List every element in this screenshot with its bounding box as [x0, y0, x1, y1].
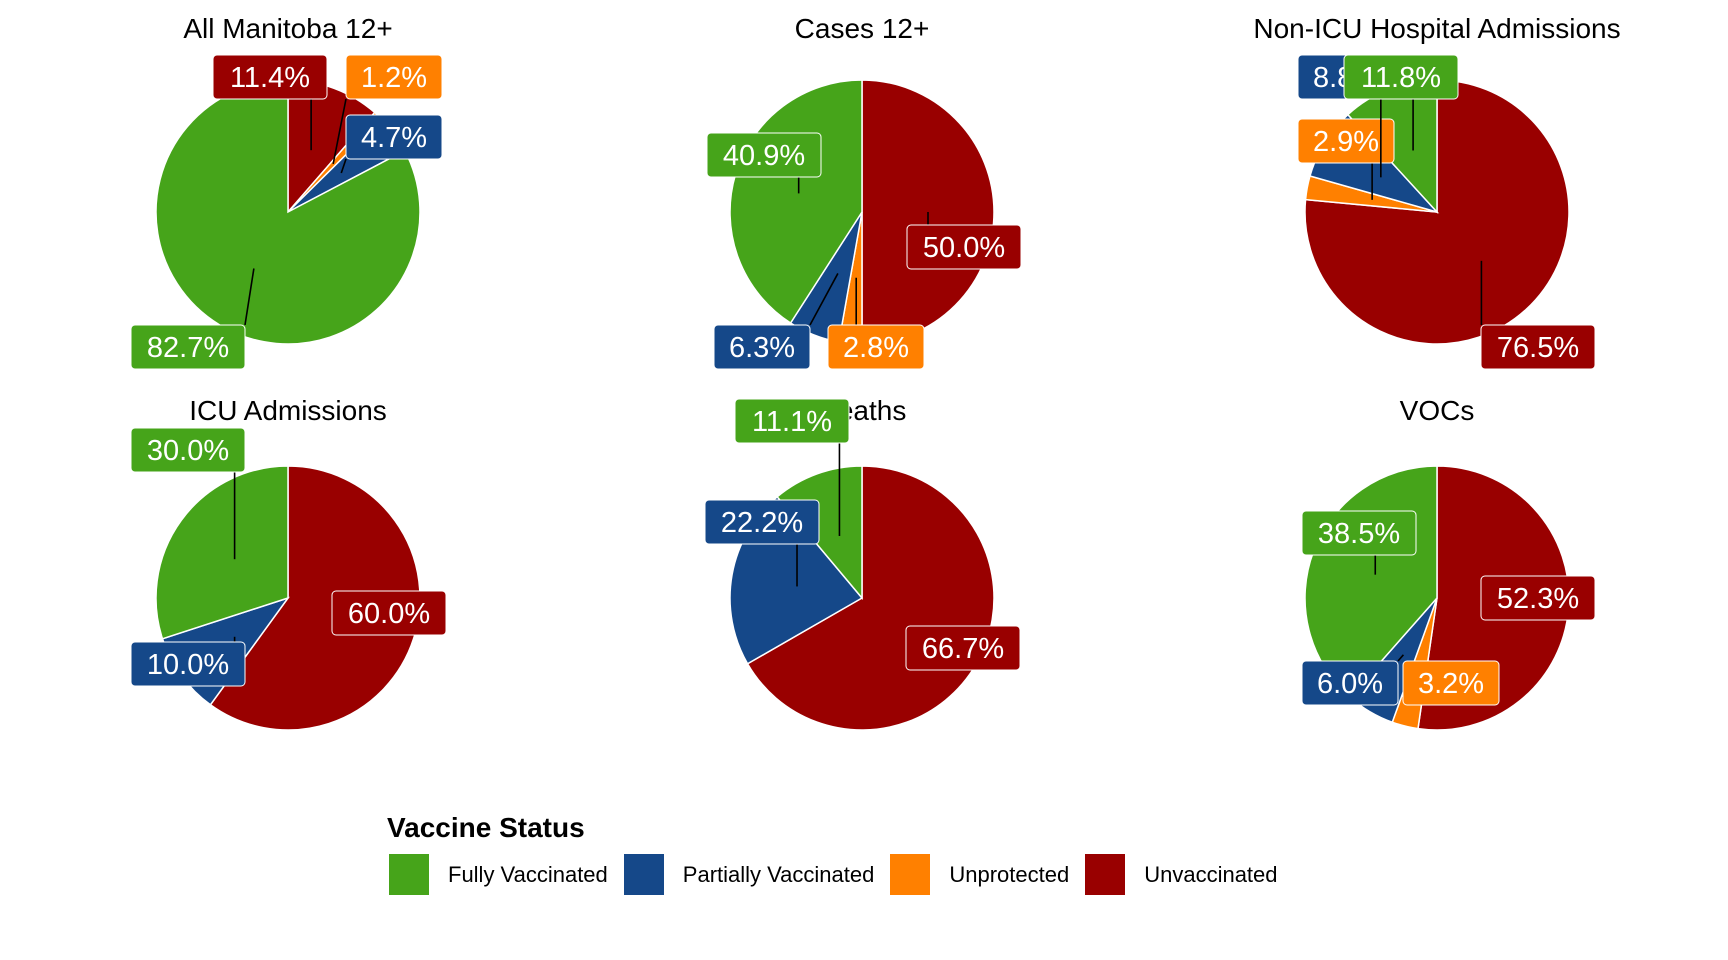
label-text: 1.2%: [361, 62, 427, 94]
label-text: 82.7%: [147, 332, 229, 364]
label-text: 66.7%: [922, 633, 1004, 665]
label-box: [345, 114, 443, 160]
label-box: [130, 641, 246, 687]
label-box: [345, 54, 443, 100]
label-text: 40.9%: [723, 140, 805, 172]
label-text: 10.0%: [147, 649, 229, 681]
data-label-partially-vaccinated: 6.0%: [1301, 654, 1405, 706]
label-text: 4.7%: [361, 122, 427, 154]
pie-slice-fully-vaccinated: [776, 465, 863, 601]
pie-slice-unvaccinated: [209, 465, 421, 731]
label-text: 76.5%: [1497, 332, 1579, 364]
data-label-fully-vaccinated: 11.1%: [734, 398, 850, 536]
panel-title: All Manitoba 12+: [183, 13, 392, 44]
data-label-unvaccinated: 50.0%: [906, 212, 1022, 270]
label-text: 60.0%: [348, 598, 430, 630]
label-box: [1343, 54, 1459, 100]
leader-line: [340, 158, 347, 174]
label-text: 6.3%: [729, 332, 795, 364]
data-label-partially-vaccinated: 10.0%: [130, 636, 246, 687]
legend: Vaccine Status Fully Vaccinated Partiall…: [387, 812, 1292, 895]
label-text: 22.2%: [721, 507, 803, 539]
label-text: 50.0%: [923, 232, 1005, 264]
label-box: [331, 590, 447, 636]
label-text: 2.9%: [1313, 126, 1379, 158]
label-box: [734, 398, 850, 444]
label-box: [713, 324, 811, 370]
leader-line: [244, 268, 255, 326]
legend-item-unprotected: Unprotected: [888, 854, 1069, 895]
leader-line: [809, 273, 839, 326]
label-box: [706, 132, 822, 178]
legend-items: Fully Vaccinated Partially Vaccinated Un…: [387, 854, 1292, 895]
legend-item-unvaccinated: Unvaccinated: [1083, 854, 1278, 895]
label-box: [1297, 118, 1395, 164]
legend-item-fully-vaccinated: Fully Vaccinated: [387, 854, 608, 895]
data-label-unvaccinated: 60.0%: [331, 590, 447, 636]
label-box: [130, 324, 246, 370]
label-text: 11.8%: [1361, 62, 1441, 94]
legend-key-fully-vaccinated: [389, 854, 429, 895]
legend-key-unvaccinated: [1085, 854, 1126, 895]
label-box: [1480, 324, 1596, 370]
panel-title: ICU Admissions: [189, 395, 387, 426]
label-box: [1402, 660, 1500, 706]
label-box: [827, 324, 925, 370]
data-label-unvaccinated: 11.4%: [212, 54, 328, 151]
label-text: 38.5%: [1318, 518, 1400, 550]
leader-line: [332, 98, 347, 165]
label-text: 11.4%: [230, 62, 310, 94]
pie-slice-fully-vaccinated: [155, 465, 289, 640]
label-box: [1301, 510, 1417, 556]
data-label-unvaccinated: 52.3%: [1480, 575, 1596, 621]
legend-label: Fully Vaccinated: [448, 861, 608, 887]
legend-title: Vaccine Status: [387, 812, 585, 843]
label-text: 2.8%: [843, 332, 909, 364]
label-box: [1301, 660, 1399, 706]
data-label-partially-vaccinated: 22.2%: [704, 499, 820, 587]
legend-key-unprotected: [890, 854, 931, 895]
data-label-unvaccinated: 76.5%: [1480, 260, 1596, 370]
data-label-unprotected: 2.9%: [1297, 118, 1395, 200]
legend-label: Partially Vaccinated: [682, 861, 875, 887]
label-box: [130, 427, 246, 473]
panel-title: VOCs: [1400, 395, 1475, 426]
label-box: [704, 499, 820, 545]
panel-title: Cases 12+: [795, 13, 930, 44]
data-label-fully-vaccinated: 11.8%: [1343, 54, 1459, 151]
data-label-partially-vaccinated: 4.7%: [340, 114, 443, 174]
label-text: 11.1%: [752, 406, 832, 438]
label-text: 30.0%: [147, 435, 229, 467]
pie-panel-non-icu-hospital-admissions: Non-ICU Hospital Admissions76.5%2.9%8.8%…: [1253, 13, 1621, 370]
label-box: [906, 224, 1022, 270]
legend-label: Unprotected: [949, 861, 1070, 887]
data-label-fully-vaccinated: 30.0%: [130, 427, 246, 560]
data-label-fully-vaccinated: 82.7%: [130, 268, 255, 370]
label-box: [1480, 575, 1596, 621]
label-box: [905, 625, 1021, 671]
label-text: 6.0%: [1317, 668, 1383, 700]
data-label-partially-vaccinated: 6.3%: [713, 273, 839, 370]
pie-panel-cases-12: Cases 12+ 50.0% 2.8% 6.3% 40.9%: [706, 13, 1022, 370]
legend-label: Unvaccinated: [1144, 861, 1278, 887]
data-label-fully-vaccinated: 40.9%: [706, 132, 822, 194]
pie-panel-vocs: VOCs 52.3% 3.2% 6.0% 38.5%: [1301, 395, 1596, 731]
panel-title: Non-ICU Hospital Admissions: [1253, 13, 1620, 44]
label-text: 3.2%: [1418, 668, 1484, 700]
label-text: 52.3%: [1497, 583, 1579, 615]
pie-panel-all-manitoba-12: All Manitoba 12+ 11.4% 1.2% 4.7% 82.7%: [130, 13, 443, 370]
legend-key-partially-vaccinated: [623, 854, 664, 895]
pie-panel-icu-admissions: ICU Admissions 60.0% 10.0% 30.0%: [130, 395, 447, 731]
data-label-unprotected: 3.2%: [1402, 660, 1500, 706]
legend-item-partially-vaccinated: Partially Vaccinated: [622, 854, 875, 895]
data-label-fully-vaccinated: 38.5%: [1301, 510, 1417, 575]
data-label-unprotected: 2.8%: [827, 277, 925, 370]
label-box: [212, 54, 328, 100]
data-label-unvaccinated: 66.7%: [905, 625, 1021, 671]
leader-line: [1397, 654, 1405, 662]
pie-slices: [729, 79, 995, 345]
data-label-unprotected: 1.2%: [332, 54, 443, 165]
